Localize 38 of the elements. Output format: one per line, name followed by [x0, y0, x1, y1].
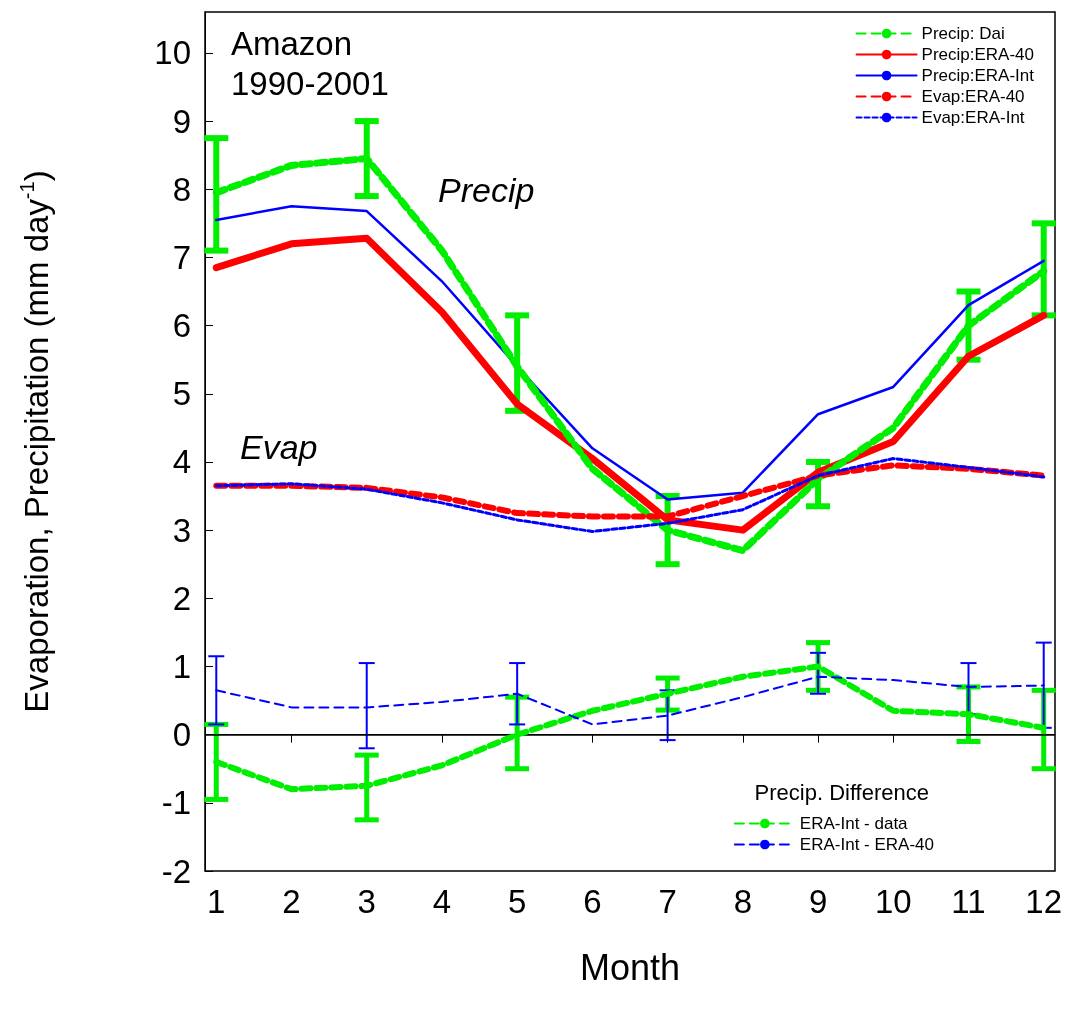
x-tick-label: 7 — [658, 883, 677, 920]
legend-title: Precip. Difference — [754, 779, 929, 805]
y-tick-label: 4 — [172, 443, 191, 481]
x-tick-label: 12 — [1025, 883, 1063, 920]
y-tick-label: -1 — [161, 784, 191, 822]
annotation: Evap — [240, 428, 318, 466]
y-tick-label: 3 — [172, 511, 191, 549]
x-tick-label: 10 — [874, 883, 912, 920]
x-tick-label: 2 — [282, 883, 301, 920]
y-tick-label: 8 — [172, 170, 191, 208]
x-tick-label: 5 — [507, 883, 527, 920]
legend-label: Evap:ERA-40 — [921, 87, 1025, 106]
legend-label: Precip:ERA-Int — [921, 66, 1035, 85]
y-tick-label: 1 — [172, 647, 191, 685]
legend-label: ERA-Int - ERA-40 — [799, 835, 935, 854]
legend-label: Evap:ERA-Int — [921, 108, 1025, 127]
y-tick-label: 0 — [172, 716, 191, 754]
x-tick-label: 1 — [207, 883, 226, 920]
text: Amazon 1990-2001 — [231, 24, 389, 102]
x-tick-label: 8 — [733, 883, 753, 920]
y-tick-label: -2 — [161, 852, 191, 890]
y-tick-label: 5 — [172, 375, 191, 413]
x-tick-label: 9 — [808, 883, 828, 920]
y-tick-label: 9 — [172, 102, 191, 140]
y-axis-title: Evaporation, Precipitation (mm day-1) — [16, 170, 55, 713]
y-tick-label: 7 — [172, 238, 191, 276]
x-tick-label: 4 — [432, 883, 452, 920]
annotation: Precip — [438, 171, 535, 209]
legend-label: ERA-Int - data — [799, 814, 909, 833]
y-tick-label: 10 — [154, 34, 191, 72]
y-tick-label: 6 — [172, 307, 191, 345]
x-tick-label: 6 — [583, 883, 602, 920]
x-axis-title: Month — [579, 946, 681, 988]
legend-label: Precip: Dai — [921, 24, 1005, 43]
x-tick-label: 3 — [357, 883, 376, 920]
y-tick-label: 2 — [172, 579, 191, 617]
legend-label: Precip:ERA-40 — [921, 45, 1034, 64]
x-tick-label: 11 — [951, 883, 986, 920]
